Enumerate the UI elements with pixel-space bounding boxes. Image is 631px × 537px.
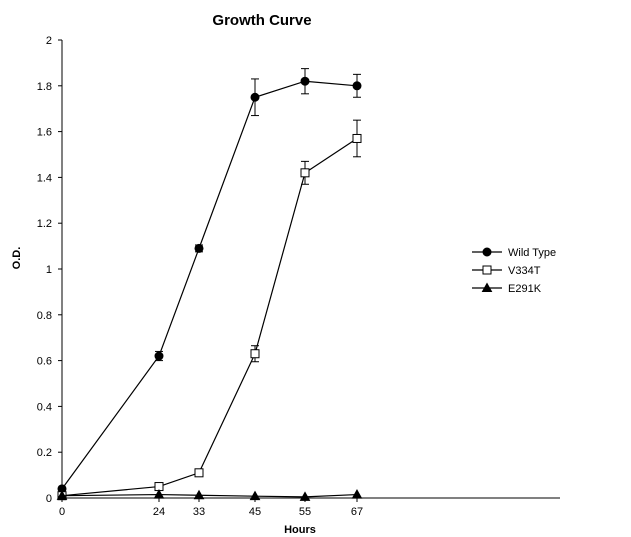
data-point [194,468,204,478]
y-tick-label: 0.2 [37,447,52,459]
data-point [249,490,261,501]
legend-label: E291K [508,283,542,295]
series-line [61,80,358,490]
legend-label: V334T [508,265,541,277]
data-point [194,243,204,253]
legend-item: V334T [472,265,541,277]
legend-marker [482,265,492,275]
series-e291k [56,489,363,501]
data-point [352,133,362,143]
legend-item: E291K [472,282,542,295]
x-tick-label: 45 [249,506,261,518]
y-tick-label: 1.6 [37,127,52,139]
legend: Wild Type V334T E291K [472,247,556,295]
x-tick-label: 67 [351,506,363,518]
data-point [300,168,310,178]
legend-marker [482,247,492,257]
x-tick-label: 24 [153,506,165,518]
series-wild-type [57,68,362,494]
x-tick-label: 33 [193,506,205,518]
y-tick-label: 1.2 [37,218,52,230]
series-v334t [57,119,362,501]
y-tick-label: 1 [46,264,52,276]
y-tick-label: 1.4 [37,172,52,184]
data-point [154,351,164,361]
x-axis-title: Hours [284,524,316,536]
y-tick-label: 1.8 [37,81,52,93]
data-point [250,349,260,359]
legend-marker [481,282,493,292]
data-point [193,489,205,500]
series-line [61,493,358,498]
series-line [61,137,358,497]
y-axis-title: O.D. [11,247,23,270]
y-tick-label: 0.6 [37,356,52,368]
y-tick-label: 0.8 [37,310,52,322]
series-layer [56,68,363,501]
x-tick-label: 55 [299,506,311,518]
data-point [351,489,363,499]
data-point [299,491,311,501]
data-point [153,489,165,499]
data-point [250,92,260,102]
axes: 0 0.2 0.4 0.6 0.8 1 1.2 1.4 1.6 1.8 2 0 24 33 45 55 67 [37,35,560,518]
legend-item: Wild Type [472,247,556,259]
y-tick-label: 0.4 [37,401,52,413]
data-point [300,76,310,86]
x-tick-label: 0 [59,506,65,518]
data-point [352,81,362,91]
y-tick-label: 2 [46,35,52,47]
y-tick-label: 0 [46,493,52,505]
data-point [56,490,68,500]
legend-label: Wild Type [508,247,556,259]
chart-title: Growth Curve [212,12,311,29]
